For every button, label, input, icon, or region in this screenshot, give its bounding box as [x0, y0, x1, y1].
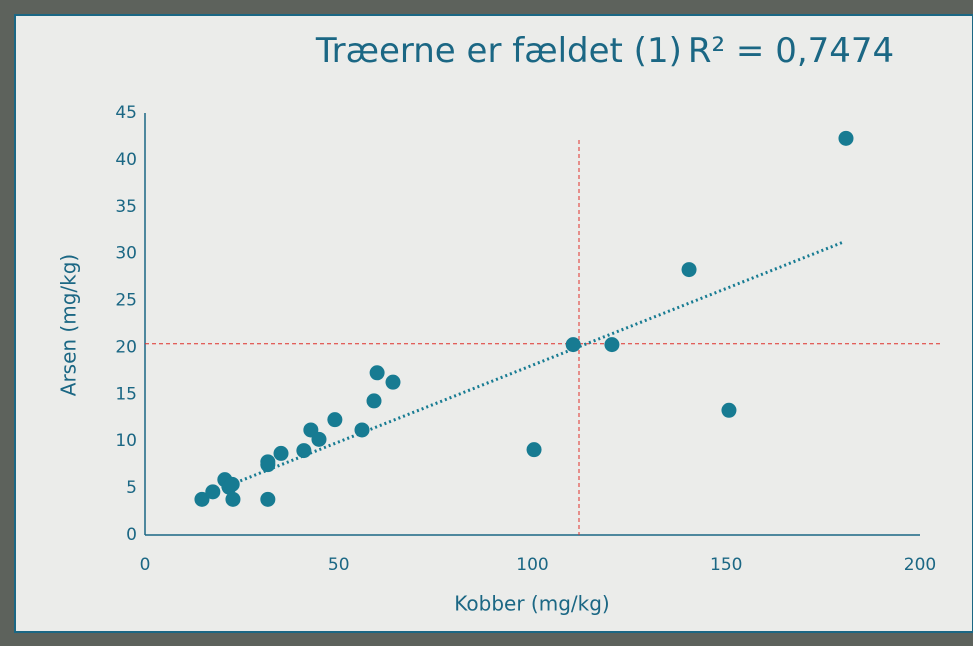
point: [311, 431, 327, 447]
point: [565, 337, 581, 353]
point: [369, 365, 385, 381]
chart-title-group: Træerne er fældet (1) R² = 0,7474: [315, 31, 894, 71]
point: [385, 374, 401, 390]
x-tick-label: 150: [710, 555, 742, 575]
y-tick-label: 0: [126, 525, 137, 545]
y-tick-label: 45: [115, 103, 137, 123]
point: [526, 442, 542, 458]
y-axis-label: Arsen (mg/kg): [57, 254, 81, 396]
point: [273, 445, 289, 461]
y-tick-label: 40: [115, 150, 137, 170]
chart-title: Træerne er fældet (1): [315, 31, 682, 71]
point: [205, 484, 221, 500]
x-tick-label: 100: [516, 555, 548, 575]
point: [604, 337, 620, 353]
y-tick-label: 20: [115, 337, 137, 357]
y-tick-label: 25: [115, 291, 137, 311]
point: [681, 262, 697, 278]
y-tick-label: 5: [126, 478, 137, 498]
point: [327, 412, 343, 428]
y-tick-label: 15: [115, 384, 137, 404]
x-tick-label: 200: [904, 555, 936, 575]
y-tick-label: 30: [115, 244, 137, 264]
point: [296, 443, 312, 459]
point: [838, 130, 854, 146]
point: [260, 454, 276, 470]
point: [194, 491, 210, 507]
x-tick-label: 50: [328, 555, 350, 575]
point: [354, 422, 370, 438]
y-tick-label: 35: [115, 197, 137, 217]
point: [225, 491, 241, 507]
y-tick-label: 10: [115, 431, 137, 451]
point: [366, 393, 382, 409]
r-squared: R² = 0,7474: [688, 31, 894, 71]
point: [224, 476, 240, 492]
point: [721, 402, 737, 418]
panel: [14, 14, 973, 633]
x-tick-label: 0: [140, 555, 151, 575]
point: [260, 491, 276, 507]
x-axis-label: Kobber (mg/kg): [454, 592, 609, 616]
